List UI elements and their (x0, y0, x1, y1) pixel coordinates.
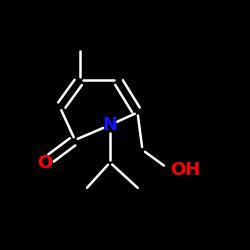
Text: O: O (38, 154, 52, 172)
Text: N: N (102, 116, 118, 134)
Text: OH: OH (170, 161, 200, 179)
